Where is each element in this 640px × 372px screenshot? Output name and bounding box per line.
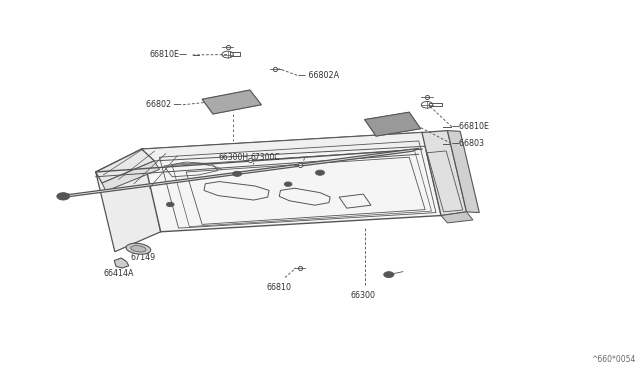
Polygon shape	[447, 131, 479, 212]
Polygon shape	[365, 112, 420, 136]
Ellipse shape	[126, 243, 151, 254]
Text: —66810E: —66810E	[451, 122, 489, 131]
Circle shape	[233, 171, 242, 176]
Polygon shape	[96, 148, 161, 252]
Polygon shape	[422, 131, 467, 215]
Text: 66810: 66810	[266, 283, 291, 292]
Text: 66414A: 66414A	[104, 269, 134, 279]
Text: 66300H: 66300H	[218, 153, 248, 162]
Polygon shape	[102, 161, 159, 191]
Polygon shape	[202, 90, 261, 114]
Polygon shape	[96, 149, 154, 183]
Polygon shape	[441, 212, 473, 223]
Circle shape	[116, 261, 125, 266]
Circle shape	[57, 193, 70, 200]
Text: 66300: 66300	[351, 291, 376, 300]
Circle shape	[166, 202, 174, 207]
Polygon shape	[114, 258, 129, 268]
Text: — 66802A: — 66802A	[298, 71, 339, 80]
Text: —66803: —66803	[451, 140, 484, 148]
Text: 67300C: 67300C	[250, 153, 280, 162]
Circle shape	[284, 182, 292, 186]
Polygon shape	[141, 132, 441, 232]
Circle shape	[316, 170, 324, 175]
Text: 67149: 67149	[130, 253, 156, 262]
Polygon shape	[60, 148, 419, 198]
Text: ^660*0054: ^660*0054	[591, 355, 636, 364]
Text: 66810E—: 66810E—	[150, 51, 188, 60]
Circle shape	[384, 272, 394, 278]
Text: 66802 —: 66802 —	[146, 100, 182, 109]
Ellipse shape	[131, 246, 146, 252]
Polygon shape	[141, 132, 441, 161]
